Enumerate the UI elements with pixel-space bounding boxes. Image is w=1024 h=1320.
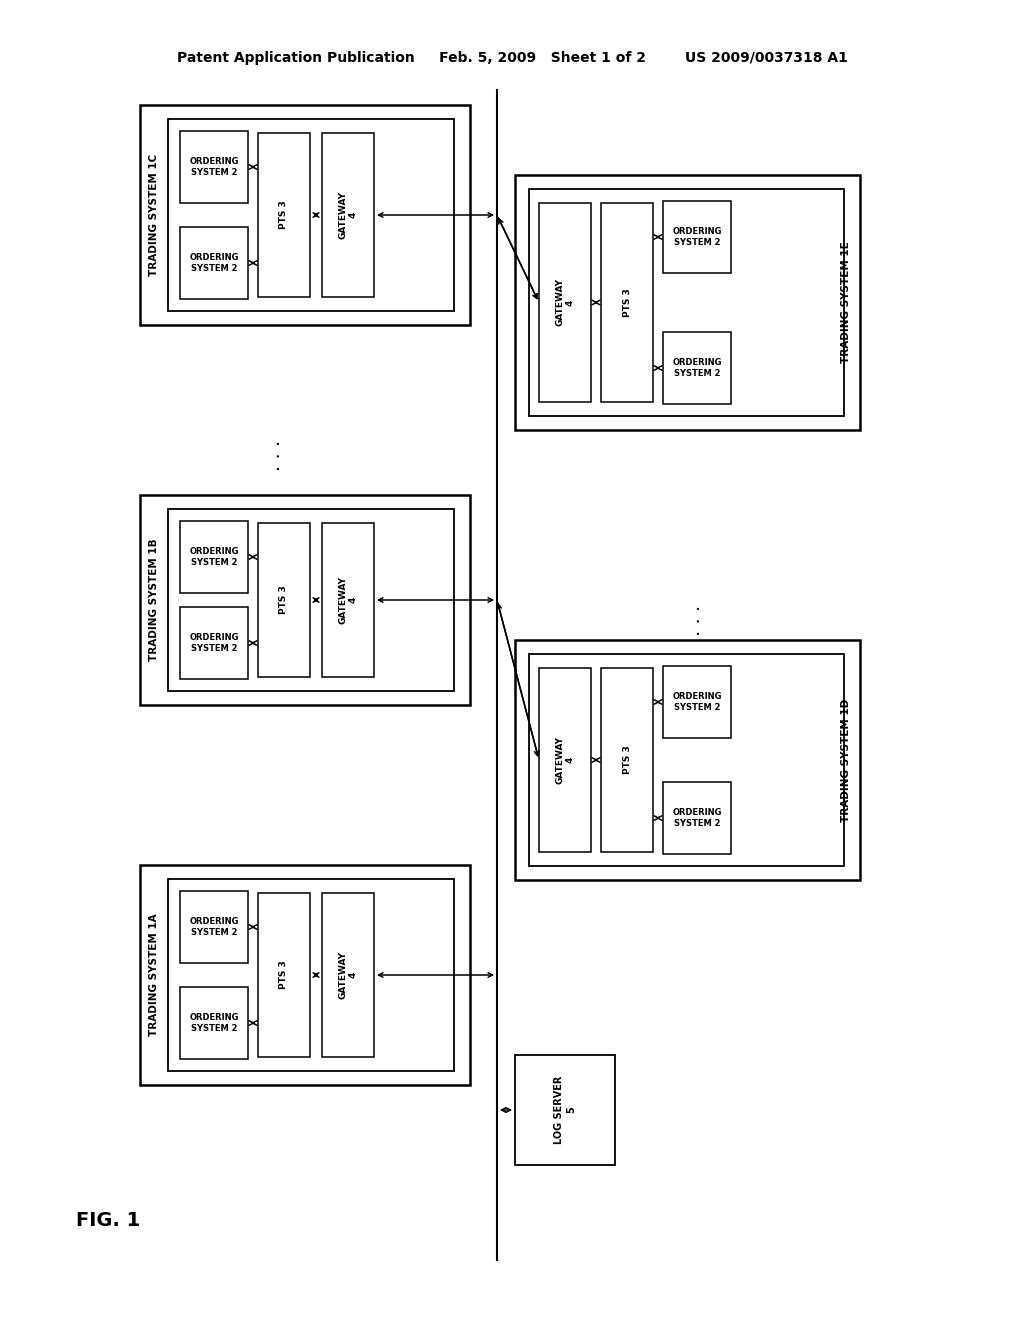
Text: · · ·: · · · [690, 605, 710, 636]
Text: GATEWAY
4: GATEWAY 4 [338, 950, 357, 999]
Bar [180, 227, 248, 300]
Bar [663, 201, 731, 273]
Text: TRADING SYSTEM 1A: TRADING SYSTEM 1A [150, 913, 159, 1036]
Bar [322, 523, 374, 677]
Bar [539, 203, 591, 403]
Bar [258, 894, 310, 1057]
Text: ORDERING
SYSTEM 2: ORDERING SYSTEM 2 [672, 358, 722, 378]
Bar [539, 668, 591, 851]
Bar [663, 667, 731, 738]
Text: TRADING SYSTEM 1B: TRADING SYSTEM 1B [150, 539, 159, 661]
Bar [258, 133, 310, 297]
Text: ORDERING
SYSTEM 2: ORDERING SYSTEM 2 [189, 157, 239, 177]
Bar [529, 189, 844, 416]
Text: ORDERING
SYSTEM 2: ORDERING SYSTEM 2 [189, 634, 239, 652]
Text: PTS 3: PTS 3 [280, 586, 289, 614]
Text: ORDERING
SYSTEM 2: ORDERING SYSTEM 2 [672, 808, 722, 828]
Bar [601, 668, 653, 851]
Text: Patent Application Publication     Feb. 5, 2009   Sheet 1 of 2        US 2009/00: Patent Application Publication Feb. 5, 2… [176, 51, 848, 65]
Bar [180, 891, 248, 964]
Bar [168, 879, 454, 1071]
Text: ORDERING
SYSTEM 2: ORDERING SYSTEM 2 [672, 227, 722, 247]
Text: TRADING SYSTEM 1C: TRADING SYSTEM 1C [150, 154, 159, 276]
Bar [140, 865, 470, 1085]
Bar [663, 781, 731, 854]
Text: PTS 3: PTS 3 [280, 961, 289, 990]
Text: LOG SERVER
5: LOG SERVER 5 [554, 1076, 575, 1144]
Text: PTS 3: PTS 3 [623, 746, 632, 775]
Text: GATEWAY
4: GATEWAY 4 [338, 576, 357, 624]
Text: ORDERING
SYSTEM 2: ORDERING SYSTEM 2 [189, 548, 239, 566]
Text: · · ·: · · · [270, 440, 290, 471]
Text: ORDERING
SYSTEM 2: ORDERING SYSTEM 2 [189, 917, 239, 937]
Bar [515, 640, 860, 880]
Bar [168, 510, 454, 690]
Bar [168, 119, 454, 312]
Bar [140, 106, 470, 325]
Bar [180, 131, 248, 203]
Text: PTS 3: PTS 3 [280, 201, 289, 230]
Text: TRADING SYSTEM 1D: TRADING SYSTEM 1D [841, 698, 851, 821]
Bar [601, 203, 653, 403]
Bar [258, 523, 310, 677]
Text: ORDERING
SYSTEM 2: ORDERING SYSTEM 2 [189, 1014, 239, 1032]
Text: ORDERING
SYSTEM 2: ORDERING SYSTEM 2 [189, 253, 239, 273]
Text: TRADING SYSTEM 1E: TRADING SYSTEM 1E [841, 242, 851, 363]
Bar [515, 176, 860, 430]
Bar [140, 495, 470, 705]
Bar [322, 894, 374, 1057]
Bar [515, 1055, 615, 1166]
Bar [322, 133, 374, 297]
Text: GATEWAY
4: GATEWAY 4 [338, 191, 357, 239]
Bar [663, 333, 731, 404]
Text: PTS 3: PTS 3 [623, 288, 632, 317]
Bar [180, 607, 248, 678]
Text: ORDERING
SYSTEM 2: ORDERING SYSTEM 2 [672, 692, 722, 711]
Bar [180, 521, 248, 593]
Bar [529, 653, 844, 866]
Text: GATEWAY
4: GATEWAY 4 [555, 279, 574, 326]
Bar [180, 987, 248, 1059]
Text: FIG. 1: FIG. 1 [76, 1210, 140, 1229]
Text: GATEWAY
4: GATEWAY 4 [555, 737, 574, 784]
